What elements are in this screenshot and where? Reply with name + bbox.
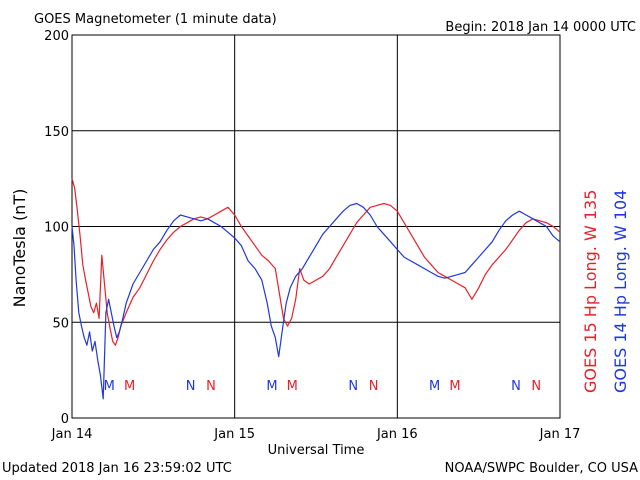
x-tick-label: Jan 16 (376, 427, 418, 442)
x-tick-labels: Jan 14 Jan 15 Jan 16 Jan 17 (51, 427, 581, 442)
annotation-n: N (186, 379, 196, 394)
y-tick-label: 200 (44, 29, 69, 44)
x-axis-label: Universal Time (268, 443, 365, 458)
credit-label: NOAA/SWPC Boulder, CO USA (445, 461, 638, 476)
x-tick-label: Jan 15 (213, 427, 255, 442)
annotation-n: N (511, 379, 521, 394)
grid-lines (72, 35, 560, 418)
annotation-m: M (266, 379, 277, 394)
annotation-m: M (104, 379, 115, 394)
annotation-m: M (287, 379, 298, 394)
annotation-m: M (124, 379, 135, 394)
annotation-n: N (531, 379, 541, 394)
legend: GOES 15 Hp Long. W 135 GOES 14 Hp Long. W… (581, 190, 630, 393)
y-tick-label: 50 (52, 316, 69, 331)
updated-label: Updated 2018 Jan 16 23:59:02 UTC (2, 461, 232, 476)
y-tick-label: 100 (44, 221, 69, 236)
annotation-n: N (206, 379, 216, 394)
y-axis-label: NanoTesla (nT) (10, 189, 29, 308)
annotation-n: N (348, 379, 358, 394)
series-line-goes14 (71, 202, 561, 400)
x-tick-label: Jan 14 (51, 427, 93, 442)
series-lines (71, 178, 561, 400)
annotation-n: N (369, 379, 379, 394)
y-tick-label: 0 (61, 412, 69, 427)
annotation-m: M (429, 379, 440, 394)
y-tick-labels: 0 50 100 150 200 (44, 29, 69, 427)
begin-label: Begin: 2018 Jan 14 0000 UTC (445, 20, 636, 35)
legend-entry: GOES 15 Hp Long. W 135 (581, 190, 600, 393)
legend-entry: GOES 14 Hp Long. W 104 (611, 190, 630, 393)
x-tick-label: Jan 17 (539, 427, 581, 442)
annotation-m: M (449, 379, 460, 394)
y-tick-label: 150 (44, 125, 69, 140)
chart-title: GOES Magnetometer (1 minute data) (34, 12, 277, 27)
